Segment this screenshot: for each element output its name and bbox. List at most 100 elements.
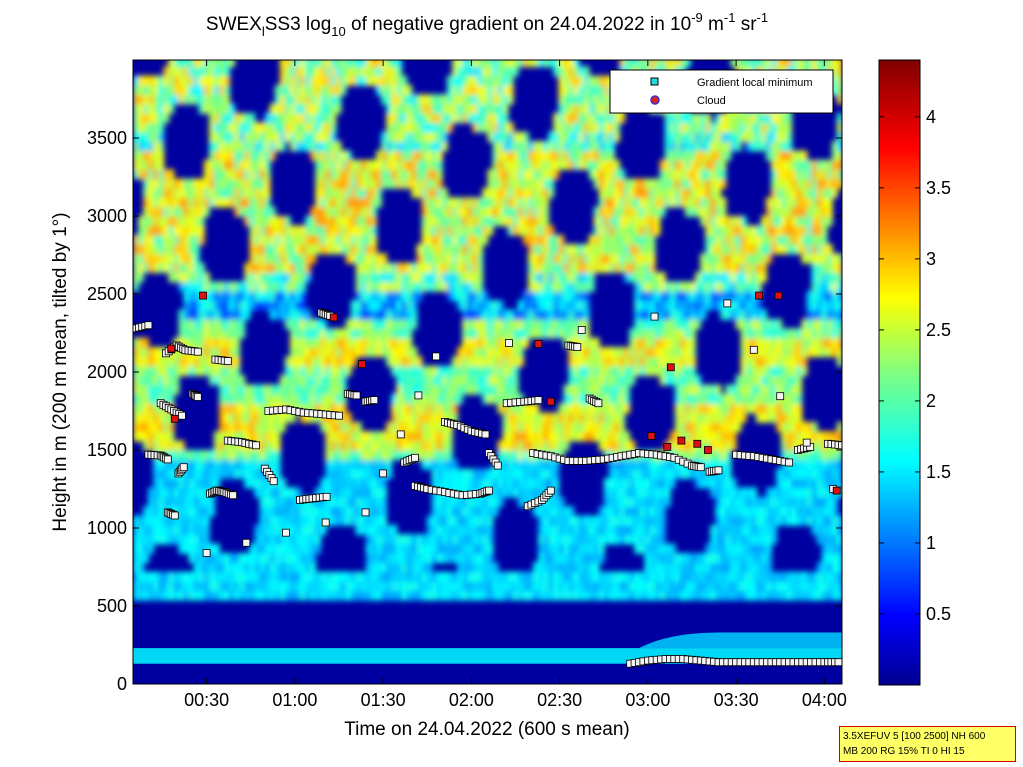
heatmap-cell <box>340 506 347 517</box>
heatmap-cell <box>669 328 676 339</box>
heatmap-cell <box>290 225 296 236</box>
heatmap-cell <box>229 431 236 442</box>
heatmap-cell <box>472 590 479 601</box>
heatmap-cell <box>533 468 539 479</box>
heatmap-cell <box>290 412 296 423</box>
heatmap-cell <box>639 290 646 302</box>
heatmap-cell <box>229 412 236 423</box>
heatmap-cell <box>330 393 337 404</box>
heatmap-cell <box>710 141 717 152</box>
heatmap-cell <box>588 347 595 358</box>
heatmap-cell <box>183 524 190 536</box>
heatmap-cell <box>168 187 175 199</box>
heatmap-cell <box>203 328 210 339</box>
heatmap-cell <box>538 459 544 470</box>
heatmap-cell <box>320 169 327 180</box>
heatmap-cell <box>740 375 747 386</box>
heatmap-cell <box>685 159 691 170</box>
heatmap-cell <box>477 553 484 564</box>
heatmap-cell <box>193 515 200 526</box>
heatmap-cell <box>335 159 342 170</box>
heatmap-cell <box>755 309 762 320</box>
heatmap-cell <box>664 150 671 161</box>
heatmap-cell <box>406 309 413 320</box>
heatmap-cell <box>416 159 423 170</box>
heatmap-cell <box>203 365 210 376</box>
heatmap-cell <box>685 590 691 601</box>
heatmap-cell <box>502 60 509 68</box>
heatmap-cell <box>685 365 691 376</box>
heatmap-cell <box>624 431 631 442</box>
heatmap-cell <box>755 515 762 526</box>
heatmap-cell <box>254 290 261 302</box>
heatmap-cell <box>482 375 489 386</box>
heatmap-cell <box>573 356 580 367</box>
heatmap-cell <box>340 169 347 180</box>
heatmap-cell <box>715 131 722 142</box>
heatmap-cell <box>517 178 524 189</box>
heatmap-cell <box>436 225 443 236</box>
heatmap-cell <box>624 244 631 255</box>
heatmap-cell <box>695 141 701 152</box>
heatmap-cell <box>310 85 317 96</box>
heatmap-cell <box>325 440 332 451</box>
heatmap-cell <box>391 131 398 142</box>
heatmap-cell <box>350 571 357 582</box>
heatmap-cell <box>366 66 372 77</box>
heatmap-cell <box>614 206 620 217</box>
heatmap-cell <box>310 244 317 255</box>
heatmap-cell <box>431 581 438 592</box>
heatmap-cell <box>305 534 312 545</box>
heatmap-cell <box>173 206 180 217</box>
heatmap-cell <box>259 141 266 152</box>
heatmap-cell <box>188 300 195 311</box>
heatmap-cell <box>178 319 185 330</box>
heatmap-cell <box>310 225 317 236</box>
heatmap-cell <box>158 356 165 367</box>
heatmap-cell <box>371 309 377 320</box>
heatmap-cell <box>173 571 180 582</box>
heatmap-cell <box>426 169 433 180</box>
heatmap-cell <box>305 216 312 227</box>
heatmap-cell <box>305 253 312 264</box>
heatmap-cell <box>482 468 489 479</box>
heatmap-cell <box>720 169 727 180</box>
heatmap-cell <box>447 506 453 517</box>
heatmap-cell <box>700 113 707 124</box>
heatmap-cell <box>604 169 610 180</box>
heatmap-cell <box>345 347 352 358</box>
heatmap-cell <box>497 169 504 180</box>
heatmap-cell <box>401 262 408 273</box>
heatmap-cell <box>269 272 276 283</box>
heatmap-cell <box>507 187 514 199</box>
heatmap-cell <box>391 150 398 161</box>
heatmap-cell <box>563 281 570 292</box>
heatmap-cell <box>649 553 656 564</box>
heatmap-cell <box>416 272 423 283</box>
heatmap-cell <box>421 431 428 442</box>
heatmap-cell <box>715 590 722 601</box>
heatmap-cell <box>619 571 626 582</box>
heatmap-cell <box>588 571 595 582</box>
heatmap-cell <box>254 478 261 489</box>
heatmap-cell <box>609 421 615 433</box>
heatmap-cell <box>153 234 160 245</box>
heatmap-cell <box>538 412 544 423</box>
heatmap-cell <box>406 178 413 189</box>
heatmap-cell <box>148 515 155 526</box>
heatmap-cell <box>629 515 636 526</box>
heatmap-cell <box>325 581 332 592</box>
heatmap-cell <box>578 524 585 536</box>
heatmap-cell <box>350 496 357 507</box>
heatmap-cell <box>198 272 205 283</box>
heatmap-cell <box>188 459 195 470</box>
heatmap-cell <box>457 365 463 376</box>
heatmap-cell <box>203 347 210 358</box>
heatmap-cell <box>695 571 701 582</box>
heatmap-cell <box>381 450 387 461</box>
heatmap-cell <box>755 534 762 545</box>
heatmap-cell <box>593 234 600 245</box>
heatmap-cell <box>335 141 342 152</box>
heatmap-cell <box>224 113 231 124</box>
heatmap-cell <box>447 365 453 376</box>
